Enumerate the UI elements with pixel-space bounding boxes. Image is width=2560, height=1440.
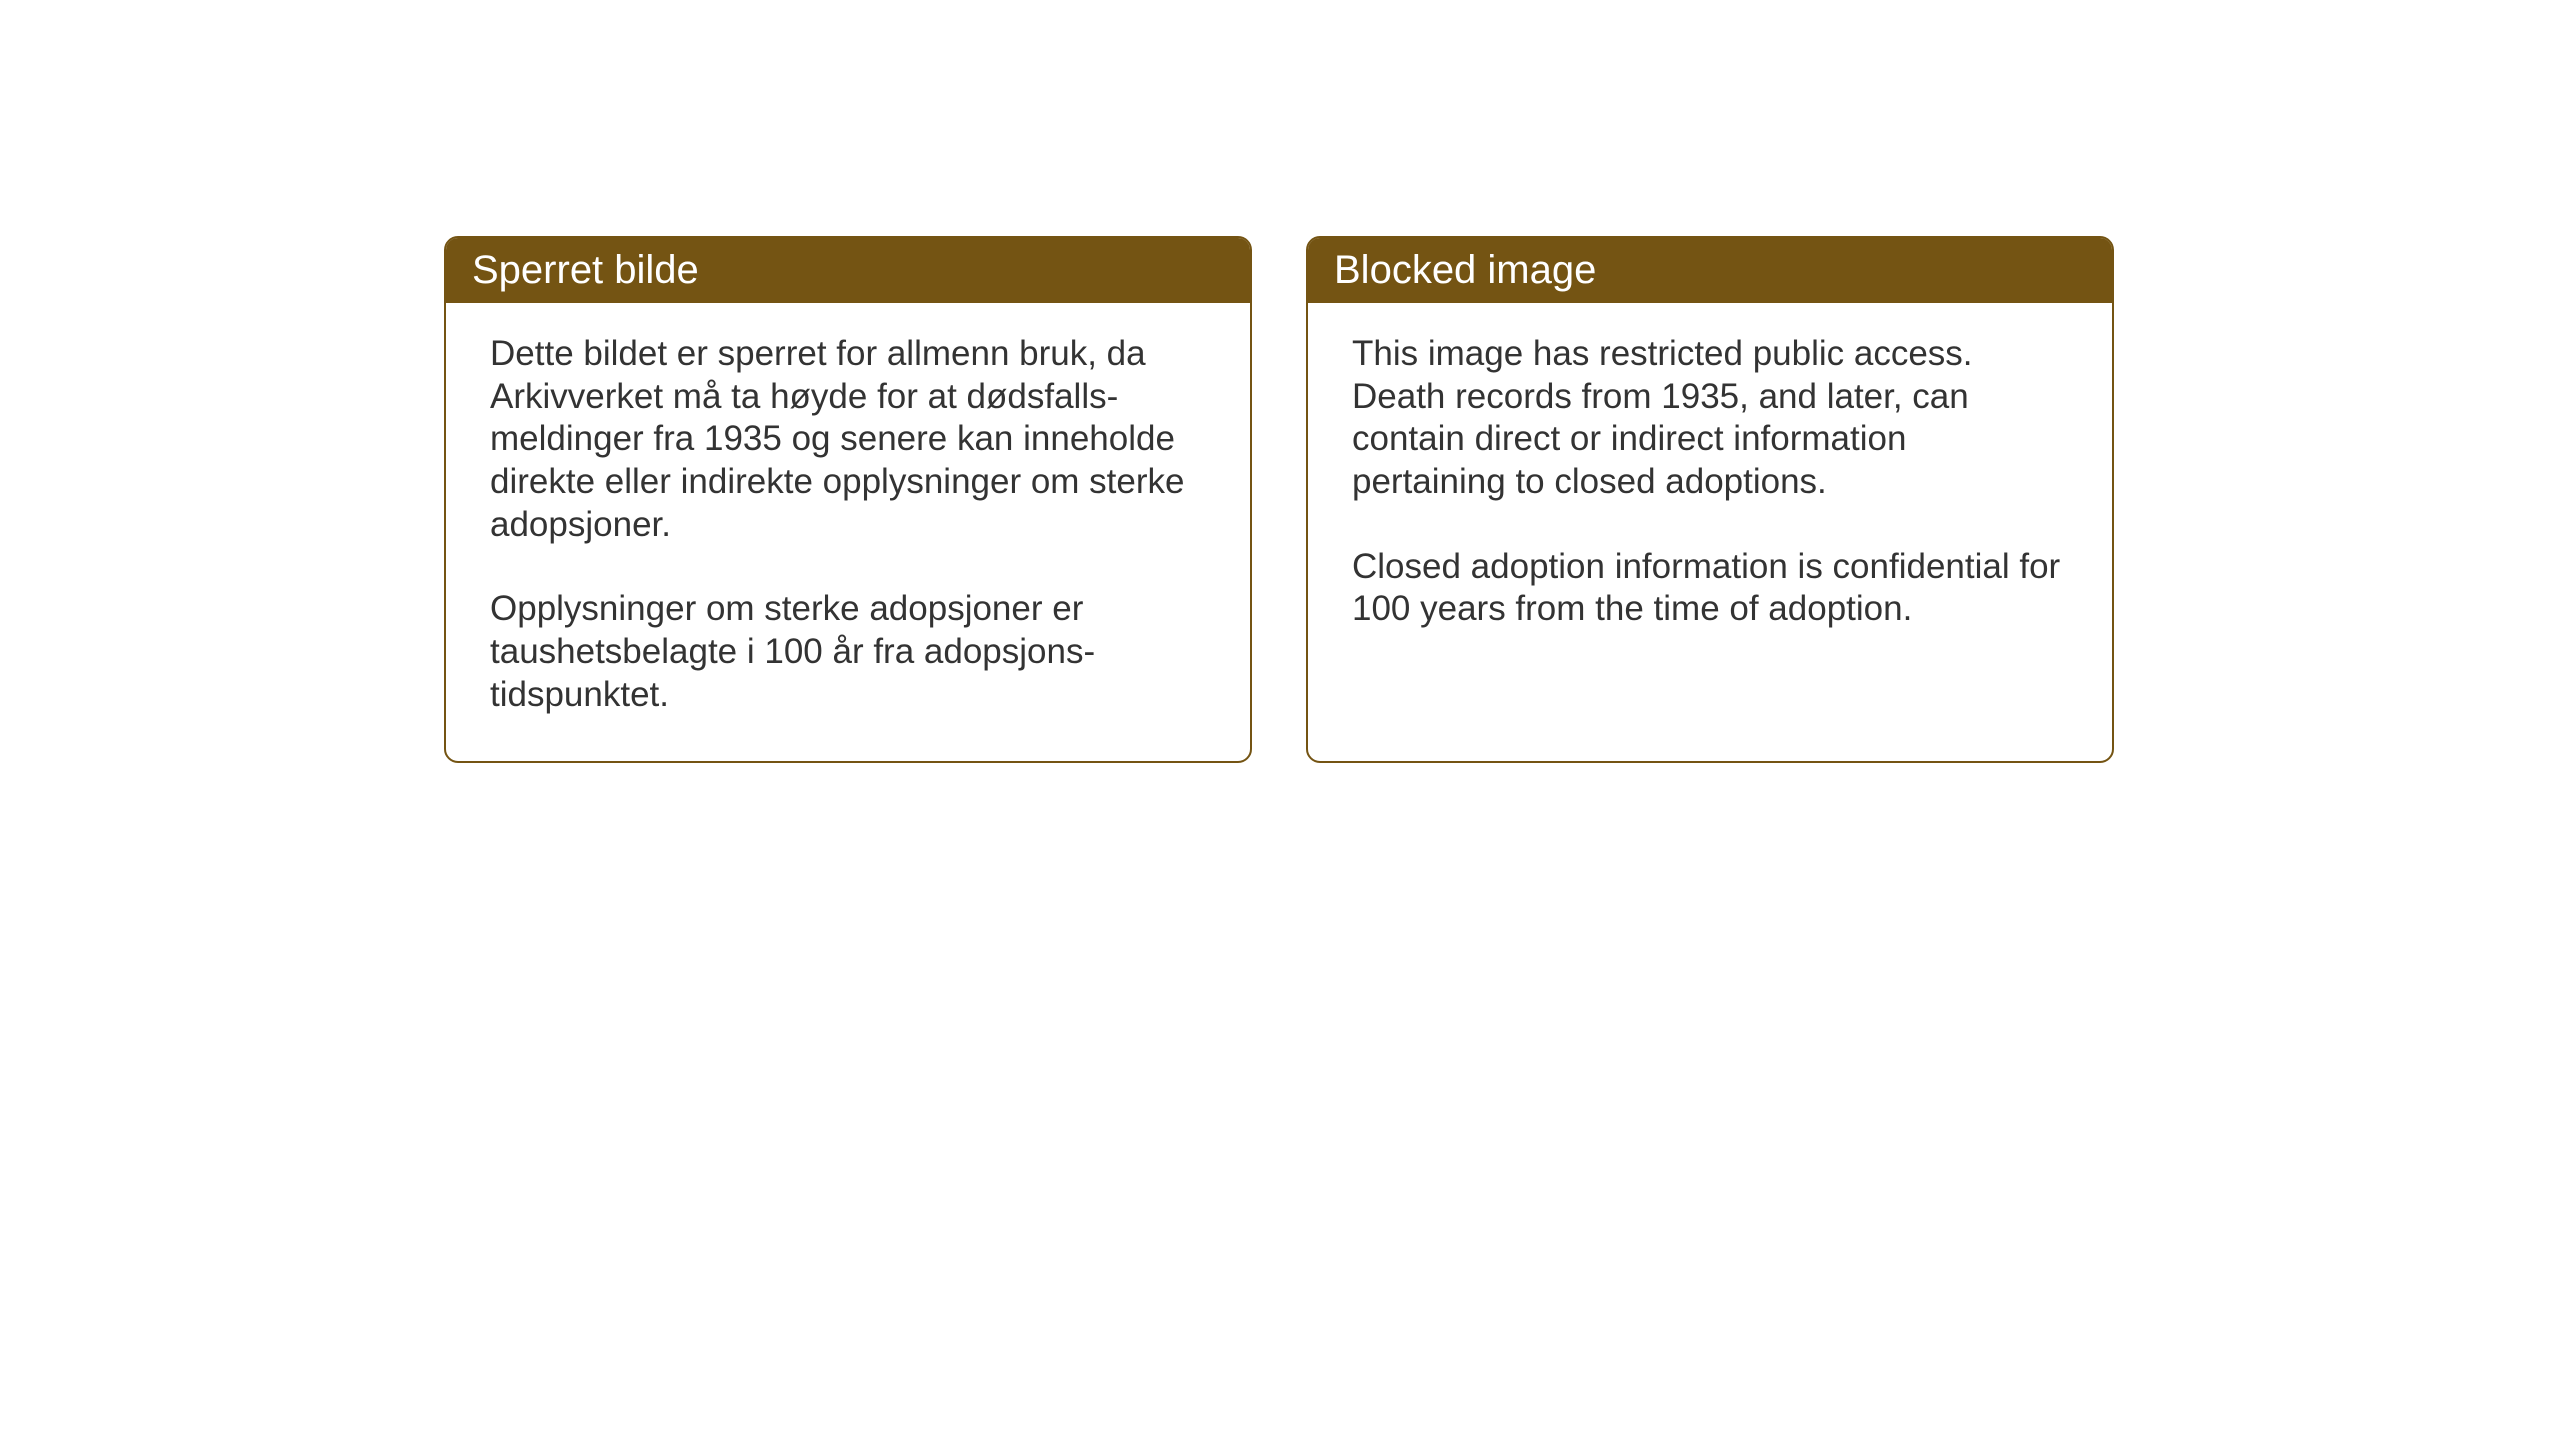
notice-paragraph: This image has restricted public access.… <box>1352 333 2068 504</box>
notice-card-english: Blocked image This image has restricted … <box>1306 236 2114 763</box>
notice-header-norwegian: Sperret bilde <box>446 238 1250 303</box>
notice-paragraph: Dette bildet er sperret for allmenn bruk… <box>490 333 1206 546</box>
notice-header-english: Blocked image <box>1308 238 2112 303</box>
notice-container: Sperret bilde Dette bildet er sperret fo… <box>444 236 2114 763</box>
notice-title: Sperret bilde <box>472 248 699 292</box>
notice-body-english: This image has restricted public access.… <box>1308 303 2112 675</box>
notice-paragraph: Closed adoption information is confident… <box>1352 546 2068 631</box>
notice-paragraph: Opplysninger om sterke adopsjoner er tau… <box>490 588 1206 716</box>
notice-body-norwegian: Dette bildet er sperret for allmenn bruk… <box>446 303 1250 761</box>
notice-title: Blocked image <box>1334 248 1596 292</box>
notice-card-norwegian: Sperret bilde Dette bildet er sperret fo… <box>444 236 1252 763</box>
